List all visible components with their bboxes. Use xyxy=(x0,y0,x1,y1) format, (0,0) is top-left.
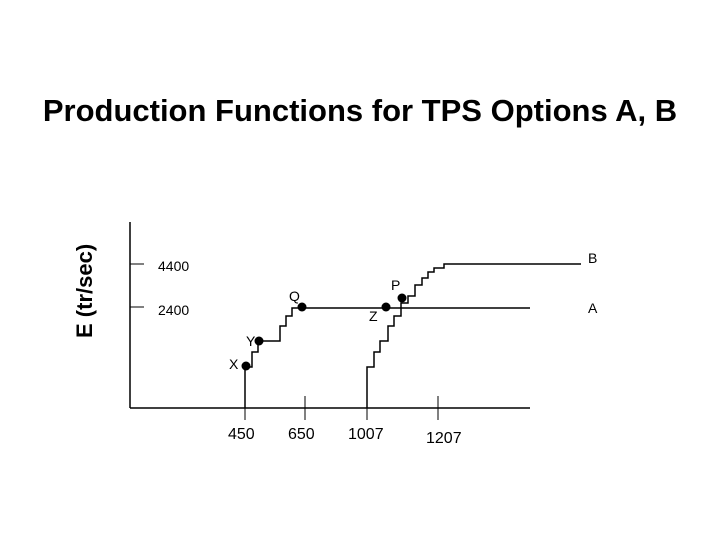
point-label-p: P xyxy=(391,277,400,293)
y-tick-label-2400: 2400 xyxy=(158,302,189,318)
curve-a xyxy=(244,307,530,408)
curve-b xyxy=(366,263,581,408)
point-y xyxy=(254,336,264,346)
point-q xyxy=(297,302,307,312)
point-z xyxy=(381,302,391,312)
point-label-y: Y xyxy=(246,333,256,349)
x-tick-label-650: 650 xyxy=(288,426,315,443)
point-x xyxy=(241,361,251,371)
point-label-x: X xyxy=(229,356,239,372)
curve-label-b: B xyxy=(588,250,597,266)
curve-label-a: A xyxy=(588,300,598,316)
y-tick-label-4400: 4400 xyxy=(158,258,189,274)
point-label-z: Z xyxy=(369,308,378,324)
x-tick-label-1207: 1207 xyxy=(426,430,462,447)
point-p xyxy=(397,293,407,303)
x-tick-label-450: 450 xyxy=(228,426,255,443)
x-tick-label-1007: 1007 xyxy=(348,426,384,443)
point-label-q: Q xyxy=(289,288,300,304)
page-title: Production Functions for TPS Options A, … xyxy=(42,93,678,128)
